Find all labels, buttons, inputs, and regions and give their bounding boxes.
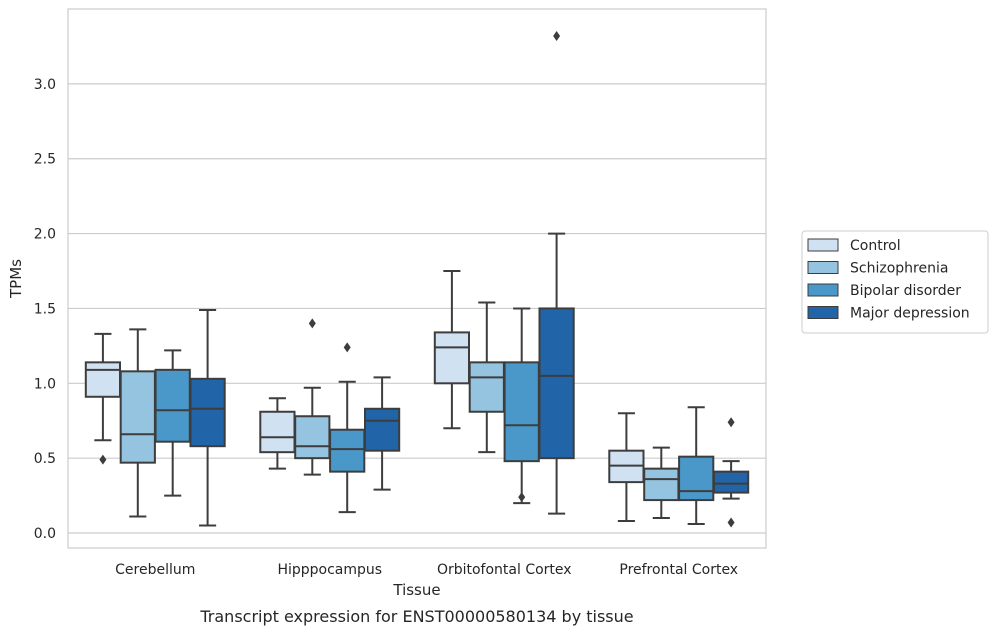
- legend-label-control: Control: [850, 238, 901, 254]
- box-prefrontal-cortex-bipolar-disorder: [678, 406, 715, 526]
- box-body: [643, 467, 680, 502]
- y-tick-labels: 0.0 0.5 1.0 1.5 2.0 2.5 3.0: [34, 77, 56, 542]
- box-body: [363, 407, 401, 452]
- box-cerebellum-control: [84, 332, 122, 465]
- box-prefrontal-cortex-major-depression: [712, 417, 750, 528]
- legend-swatch-bipolar-disorder: [807, 283, 839, 297]
- box-hipppocampus-schizophrenia: [294, 318, 331, 476]
- box-groups: [84, 30, 750, 528]
- box-body: [154, 368, 191, 443]
- outlier-point: [343, 342, 351, 353]
- y-tick-label: 1.0: [34, 376, 56, 392]
- box-orbitofontal-cortex-bipolar-disorder: [503, 307, 540, 505]
- x-tick-label: Orbitofontal Cortex: [437, 562, 572, 578]
- box-cerebellum-schizophrenia: [119, 328, 156, 518]
- x-tick-labels: Cerebellum Hipppocampus Orbitofontal Corte…: [115, 562, 738, 578]
- box-body: [119, 370, 156, 464]
- legend-label-schizophrenia: Schizophrenia: [850, 261, 948, 277]
- plot-area: [67, 8, 767, 549]
- outlier-point: [727, 517, 735, 528]
- legend-swatch-major-depression: [807, 306, 839, 319]
- y-tick-label: 0.0: [34, 526, 56, 542]
- box-body: [294, 415, 331, 460]
- y-tick-label: 2.5: [34, 152, 56, 168]
- outlier-point: [308, 318, 316, 329]
- box-orbitofontal-cortex-control: [433, 270, 471, 430]
- y-tick-label: 0.5: [34, 451, 56, 467]
- box-body: [503, 361, 540, 463]
- box-cerebellum-major-depression: [189, 308, 226, 527]
- box-prefrontal-cortex-control: [608, 412, 645, 523]
- x-tick-label: Prefrontal Cortex: [619, 562, 738, 578]
- y-axis-label: TPMs: [7, 259, 25, 299]
- x-tick-label: Cerebellum: [115, 562, 195, 578]
- y-tick-label: 3.0: [34, 77, 56, 93]
- legend-swatch-control: [807, 238, 839, 252]
- box-cerebellum-bipolar-disorder: [154, 349, 191, 497]
- chart-caption: Transcript expression for ENST0000058013…: [199, 607, 633, 626]
- y-tick-label: 2.0: [34, 227, 56, 243]
- box-hipppocampus-bipolar-disorder: [329, 342, 366, 514]
- box-orbitofontal-cortex-schizophrenia: [468, 301, 505, 454]
- box-body: [712, 470, 750, 494]
- legend-label-major-depression: Major depression: [850, 306, 970, 322]
- box-orbitofontal-cortex-major-depression: [538, 30, 575, 515]
- outlier-point: [727, 417, 735, 428]
- box-body: [538, 307, 575, 460]
- outlier-point: [553, 30, 561, 41]
- box-body: [678, 455, 715, 502]
- box-body: [468, 361, 505, 413]
- box-body: [84, 361, 122, 398]
- y-tick-label: 1.5: [34, 301, 56, 317]
- box-body: [189, 377, 226, 448]
- box-body: [329, 428, 366, 473]
- x-axis-label: Tissue: [392, 581, 440, 599]
- legend-swatch-schizophrenia: [807, 261, 839, 274]
- box-body: [259, 410, 296, 454]
- outlier-point: [518, 492, 526, 503]
- outlier-point: [99, 454, 107, 465]
- box-hipppocampus-major-depression: [363, 376, 401, 491]
- box-hipppocampus-control: [259, 397, 296, 470]
- box-body: [433, 331, 471, 385]
- legend-label-bipolar-disorder: Bipolar disorder: [850, 283, 961, 299]
- x-tick-label: Hipppocampus: [277, 562, 382, 578]
- legend-frame: [801, 230, 989, 334]
- box-prefrontal-cortex-schizophrenia: [643, 446, 680, 520]
- legend: Control Schizophrenia Bipolar disorder Majo…: [801, 230, 989, 334]
